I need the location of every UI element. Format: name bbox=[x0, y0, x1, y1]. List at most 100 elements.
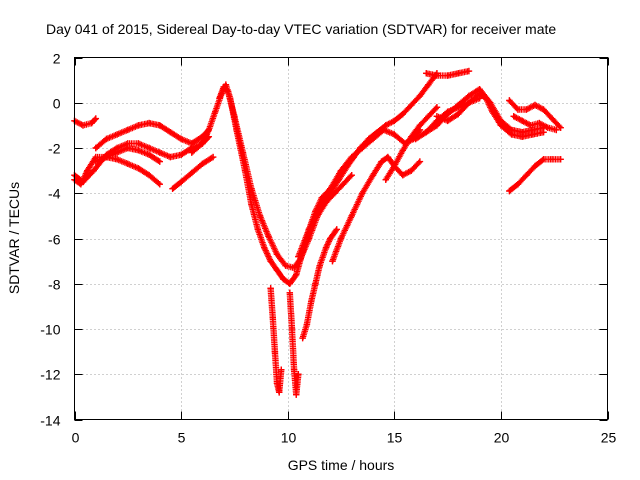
data-point bbox=[145, 151, 153, 158]
data-point bbox=[92, 144, 100, 152]
data-point bbox=[444, 108, 451, 115]
data-point bbox=[145, 119, 153, 127]
y-axis-label: SDTVAR / TECUs bbox=[6, 182, 22, 294]
data-point bbox=[220, 83, 227, 91]
data-point bbox=[337, 235, 345, 242]
data-point bbox=[188, 140, 195, 147]
data-point bbox=[248, 185, 255, 192]
data-point bbox=[476, 95, 483, 102]
data-point bbox=[408, 133, 415, 140]
data-point bbox=[327, 235, 334, 242]
data-point bbox=[290, 264, 298, 272]
data-point bbox=[465, 92, 473, 100]
data-point bbox=[209, 153, 217, 161]
chart-title: Day 041 of 2015, Sidereal Day-to-day VTE… bbox=[46, 21, 556, 37]
data-point bbox=[527, 122, 534, 129]
data-point bbox=[557, 156, 564, 163]
data-point bbox=[416, 92, 424, 100]
data-point bbox=[465, 99, 473, 106]
x-tick-label: 15 bbox=[387, 430, 403, 446]
data-point bbox=[548, 156, 556, 163]
data-point bbox=[271, 348, 279, 355]
data-point bbox=[135, 140, 142, 147]
data-point bbox=[293, 271, 300, 278]
data-point bbox=[177, 151, 185, 158]
data-point bbox=[514, 181, 522, 188]
data-point bbox=[275, 389, 283, 396]
data-point bbox=[282, 262, 289, 269]
data-point bbox=[103, 135, 110, 143]
data-point bbox=[239, 149, 247, 156]
data-point bbox=[408, 101, 415, 109]
data-point bbox=[333, 226, 340, 233]
data-point bbox=[425, 81, 432, 88]
data-point bbox=[286, 280, 294, 287]
data-point bbox=[391, 117, 398, 125]
x-tick-labels: 0 5 10 15 20 25 bbox=[72, 430, 617, 446]
data-point bbox=[278, 366, 285, 373]
data-point bbox=[295, 371, 302, 378]
data-point bbox=[399, 171, 407, 179]
data-point bbox=[79, 122, 87, 129]
data-series bbox=[71, 67, 564, 398]
data-point bbox=[444, 117, 451, 125]
plot-frame bbox=[74, 57, 608, 420]
y-tick-label: 2 bbox=[53, 51, 61, 67]
data-point bbox=[135, 122, 142, 129]
x-axis-label: GPS time / hours bbox=[288, 457, 395, 473]
data-point bbox=[224, 88, 232, 95]
data-point bbox=[305, 226, 313, 233]
data-point bbox=[199, 140, 206, 147]
data-point bbox=[156, 149, 163, 156]
data-point bbox=[293, 391, 300, 398]
data-point bbox=[497, 122, 505, 129]
data-point bbox=[316, 262, 323, 269]
series-hump-c bbox=[425, 95, 483, 134]
data-point bbox=[145, 171, 153, 179]
data-point bbox=[188, 169, 195, 177]
data-point bbox=[322, 244, 330, 251]
data-point bbox=[540, 156, 547, 163]
data-point bbox=[523, 106, 530, 113]
data-point bbox=[177, 178, 185, 186]
series-top-segment bbox=[423, 67, 473, 79]
data-point bbox=[288, 325, 296, 333]
data-point bbox=[327, 185, 334, 192]
series-right-arc-a bbox=[506, 97, 564, 131]
data-point bbox=[307, 298, 315, 306]
data-point bbox=[88, 119, 95, 127]
data-point bbox=[92, 115, 100, 122]
data-point bbox=[540, 128, 547, 136]
data-point bbox=[455, 70, 462, 77]
data-point bbox=[135, 147, 142, 154]
series-markers bbox=[382, 104, 441, 183]
data-point bbox=[290, 366, 298, 373]
data-point bbox=[156, 181, 163, 188]
data-point bbox=[269, 314, 276, 321]
y-tick-label: -8 bbox=[48, 277, 61, 293]
data-point bbox=[337, 167, 345, 174]
data-point bbox=[124, 126, 131, 134]
y-tick-label: -6 bbox=[48, 232, 61, 248]
data-point bbox=[267, 257, 274, 265]
data-point bbox=[359, 144, 366, 152]
data-point bbox=[531, 101, 539, 109]
data-point bbox=[510, 113, 517, 120]
data-point bbox=[79, 178, 87, 186]
data-point bbox=[455, 110, 462, 118]
y-tick-label: -4 bbox=[48, 186, 61, 202]
data-point bbox=[540, 106, 547, 113]
data-point bbox=[103, 153, 110, 161]
data-point bbox=[536, 119, 543, 127]
series-spike-a bbox=[267, 285, 285, 396]
data-point bbox=[348, 212, 355, 220]
series-arc-f bbox=[169, 153, 217, 192]
data-point bbox=[295, 253, 302, 260]
data-point bbox=[318, 203, 326, 211]
y-tick-label: -14 bbox=[40, 413, 60, 429]
data-point bbox=[391, 131, 398, 138]
data-point bbox=[256, 212, 264, 220]
data-point bbox=[145, 144, 153, 152]
y-tick-labels: 2 0 -2 -4 -6 -8 -10 -12 -14 bbox=[40, 51, 60, 429]
series-right-arc-b bbox=[510, 113, 560, 134]
